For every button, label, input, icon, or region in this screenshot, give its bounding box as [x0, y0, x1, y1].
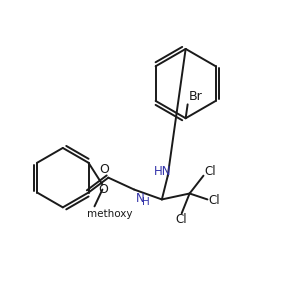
Text: Br: Br [189, 90, 202, 103]
Text: Cl: Cl [176, 213, 187, 226]
Text: methoxy: methoxy [86, 209, 132, 219]
Text: N: N [136, 192, 145, 205]
Text: O: O [99, 183, 108, 196]
Text: H: H [142, 198, 150, 207]
Text: O: O [99, 163, 109, 176]
Text: Cl: Cl [208, 194, 220, 207]
Text: Cl: Cl [204, 165, 216, 178]
Text: HN: HN [154, 165, 171, 178]
